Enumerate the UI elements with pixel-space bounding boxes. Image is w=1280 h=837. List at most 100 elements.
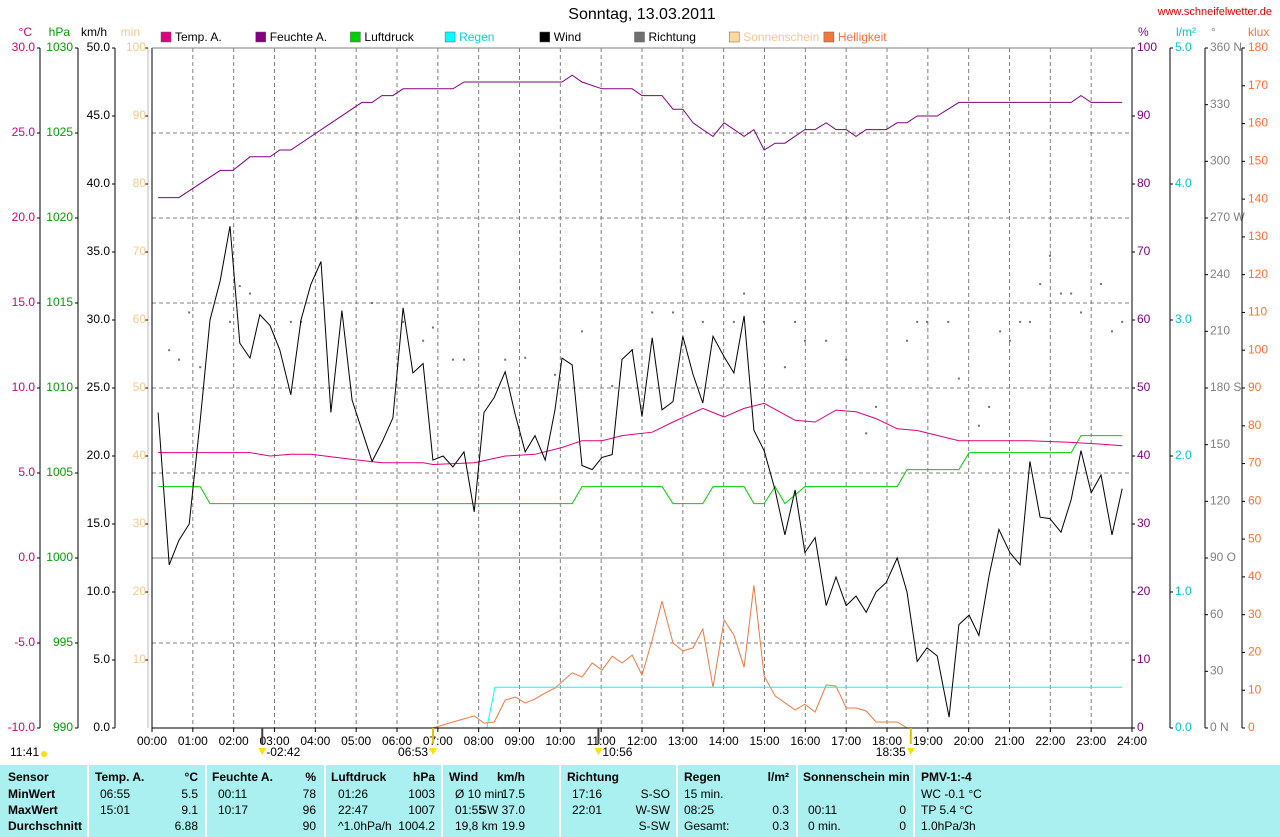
- direction-point: [1008, 339, 1011, 342]
- direction-point: [732, 320, 735, 323]
- direction-point: [783, 366, 786, 369]
- x-tick-label: 01:00: [178, 734, 208, 748]
- direction-point: [1110, 330, 1113, 333]
- legend-swatch: [160, 31, 172, 43]
- table-cell: S-SO: [641, 787, 670, 801]
- table-cell: 96: [303, 803, 317, 817]
- table-cell: 15:01: [100, 803, 130, 817]
- axis-unit: l/m²: [1176, 25, 1196, 39]
- y-tick-label: 50: [133, 380, 147, 394]
- y-tick-label: 15.0: [87, 516, 111, 530]
- direction-point: [988, 405, 991, 408]
- x-tick-label: 17:00: [831, 734, 861, 748]
- y-tick-label: 2.0: [1175, 448, 1192, 462]
- stats-table: Sensor Temp. A. °C Feuchte A.% Luftdruck hPa W…: [8, 765, 982, 837]
- direction-point: [916, 320, 919, 323]
- direction-point: [1039, 283, 1042, 286]
- legend-swatch: [539, 31, 551, 43]
- table-cell: S-SW: [639, 819, 671, 833]
- y-tick-label: 10: [1137, 652, 1151, 666]
- legend-swatch: [255, 31, 266, 43]
- direction-point: [874, 405, 877, 408]
- table-cell: 0 min.: [808, 819, 841, 833]
- y-tick-label: 150: [1210, 437, 1230, 451]
- y-tick-label: 0: [1248, 720, 1255, 734]
- legend-label: Regen: [459, 30, 494, 44]
- table-header: Luftdruck: [331, 770, 387, 784]
- y-tick-label: 990: [53, 720, 73, 734]
- table-header: Regen: [684, 770, 721, 784]
- y-tick-label: 110: [1248, 305, 1267, 319]
- legend-label: Sonnenschein: [743, 30, 819, 44]
- direction-point: [743, 292, 746, 295]
- table-header: hPa: [413, 770, 435, 784]
- table-cell: 10:17: [218, 803, 248, 817]
- y-tick-label: 40: [1248, 569, 1262, 583]
- y-tick-label: 40: [133, 448, 147, 462]
- y-tick-label: 0.0: [1175, 720, 1192, 734]
- event-label: -02:42: [266, 745, 300, 759]
- direction-point: [462, 358, 465, 361]
- x-tick-label: 09:00: [504, 734, 534, 748]
- axis-unit: klux: [1248, 25, 1269, 39]
- direction-point: [611, 385, 614, 388]
- y-tick-label: 35.0: [87, 244, 111, 258]
- legend-label: Luftdruck: [364, 30, 414, 44]
- y-tick-label: 0.0: [93, 720, 110, 734]
- axis-unit: min: [121, 25, 140, 39]
- y-tick-label: 50.0: [87, 40, 111, 54]
- table-cell: 78: [303, 787, 317, 801]
- y-tick-label: 4.0: [1175, 176, 1192, 190]
- table-cell: 01:26: [338, 787, 368, 801]
- y-tick-label: 5.0: [1175, 40, 1192, 54]
- direction-point: [1019, 320, 1022, 323]
- table-header: Richtung: [567, 770, 619, 784]
- day-length: 11:41: [10, 745, 39, 759]
- y-tick-label: 90: [1137, 108, 1151, 122]
- y-tick-label: 1015: [46, 295, 73, 309]
- y-tick-label: 150: [1248, 154, 1268, 168]
- x-tick-label: 19:00: [913, 734, 943, 748]
- y-tick-label: 1020: [46, 210, 73, 224]
- table-header: Sonnenschein min: [803, 770, 910, 784]
- direction-point: [402, 320, 405, 323]
- direction-point: [977, 424, 980, 427]
- y-tick-label: 25.0: [12, 125, 36, 139]
- y-tick-label: 130: [1248, 229, 1268, 243]
- y-tick-label: 5.0: [18, 465, 35, 479]
- y-tick-label: 50: [1248, 531, 1262, 545]
- y-tick-label: 20: [133, 584, 147, 598]
- table-cell: 5.5: [181, 787, 198, 801]
- y-tick-label: 90 O: [1210, 550, 1236, 564]
- row-label: MinWert: [8, 787, 55, 801]
- event-marker: [594, 748, 603, 755]
- table-cell: 90: [303, 819, 317, 833]
- y-tick-label: 0 N: [1210, 720, 1229, 734]
- table-cell: ^1.0hPa/h: [338, 819, 392, 833]
- series-line: [158, 74, 1123, 199]
- x-tick-label: 20:00: [954, 734, 984, 748]
- y-tick-label: 40.0: [87, 176, 111, 190]
- x-tick-label: 11:00: [587, 734, 616, 748]
- x-tick-label: 10:00: [545, 734, 575, 748]
- legend-swatch: [350, 31, 361, 43]
- direction-point: [947, 320, 950, 323]
- direction-point: [701, 320, 704, 323]
- x-tick-label: 16:00: [790, 734, 820, 748]
- direction-point: [238, 285, 241, 287]
- y-tick-label: 1010: [46, 380, 73, 394]
- y-tick-label: 70: [1137, 244, 1151, 258]
- y-tick-label: 0: [1137, 720, 1144, 734]
- x-tick-label: 02:00: [219, 734, 249, 748]
- table-cell: 19,8 km: [455, 819, 498, 833]
- y-tick-label: 80: [133, 176, 147, 190]
- direction-point: [431, 326, 434, 329]
- table-header: PMV-1:-4: [921, 770, 972, 784]
- x-tick-label: 15:00: [749, 734, 779, 748]
- legend-swatch: [444, 31, 456, 43]
- table-cell: 1003: [408, 787, 435, 801]
- y-tick-label: 90: [133, 108, 147, 122]
- y-tick-label: 30: [1137, 516, 1151, 530]
- y-tick-label: 50: [1137, 380, 1151, 394]
